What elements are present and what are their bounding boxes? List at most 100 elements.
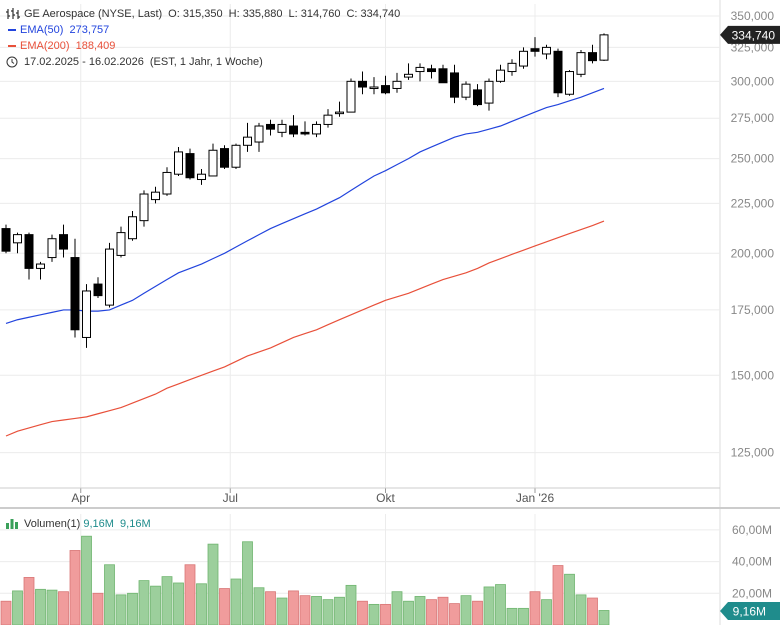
candlestick-series[interactable] [1,33,609,348]
candle[interactable] [323,109,333,128]
volume-bar[interactable] [380,603,391,625]
volume-bar[interactable] [81,535,92,625]
candle[interactable] [565,70,574,96]
candle[interactable] [185,148,195,180]
candle[interactable] [415,63,425,82]
volume-bar[interactable] [587,597,598,625]
candle[interactable] [105,242,114,308]
volume-bar[interactable] [449,603,460,625]
candle[interactable] [312,121,321,138]
candle[interactable] [13,232,22,254]
volume-bar[interactable] [391,591,403,625]
candle[interactable] [427,64,436,79]
candle[interactable] [24,232,34,280]
candle[interactable] [254,122,264,152]
volume-bar[interactable] [575,594,587,625]
candle[interactable] [82,284,91,348]
volume-bar[interactable] [495,584,506,625]
volume-bar[interactable] [529,591,541,625]
candle[interactable] [70,238,80,338]
candle[interactable] [473,84,482,107]
volume-bar[interactable] [437,596,449,625]
volume-bar[interactable] [115,594,127,625]
volume-bar[interactable] [219,588,230,625]
volume-bar[interactable] [288,590,299,625]
candle[interactable] [47,234,57,262]
volume-bar[interactable] [23,577,35,625]
volume-bar[interactable] [104,564,115,625]
candle[interactable] [553,48,563,98]
candle[interactable] [519,47,528,69]
candle[interactable] [404,63,413,80]
volume-bar[interactable] [357,600,368,625]
candle[interactable] [300,121,310,136]
candle[interactable] [599,33,609,61]
candle[interactable] [438,64,448,84]
volume-bar[interactable] [483,586,495,625]
volume-bar[interactable] [207,543,219,625]
volume-bar[interactable] [58,591,69,625]
candle[interactable] [381,75,390,95]
candle[interactable] [530,37,540,57]
volume-series[interactable] [0,535,610,625]
volume-bar[interactable] [564,573,575,625]
candle[interactable] [197,168,206,185]
candle[interactable] [346,78,356,113]
volume-bar[interactable] [368,603,380,625]
volume-bar[interactable] [35,588,46,625]
candle[interactable] [496,64,505,83]
candle[interactable] [392,72,402,93]
candle[interactable] [174,146,183,176]
candle[interactable] [450,64,459,104]
candle[interactable] [484,78,494,111]
candle[interactable] [162,167,172,196]
candle[interactable] [507,59,517,76]
volume-bar[interactable] [541,599,552,625]
volume-bar[interactable] [345,584,357,625]
candle[interactable] [208,143,218,177]
volume-bar[interactable] [299,595,311,625]
volume-bar[interactable] [184,564,196,625]
volume-bar[interactable] [414,596,426,625]
candle[interactable] [289,115,298,138]
volume-bar[interactable] [276,597,288,625]
candle[interactable] [243,122,252,152]
candle[interactable] [36,261,45,280]
volume-bar[interactable] [322,599,334,625]
volume-bar[interactable] [69,550,81,625]
volume-bar[interactable] [518,607,529,625]
volume-bar[interactable] [92,592,104,625]
candle[interactable] [220,145,229,169]
candle[interactable] [461,81,471,101]
candle[interactable] [335,101,344,117]
volume-bar[interactable] [150,585,161,625]
candle[interactable] [231,143,241,169]
volume-bar[interactable] [472,600,483,625]
candle[interactable] [266,119,275,136]
volume-bar[interactable] [196,583,207,625]
candle[interactable] [588,44,597,64]
candle[interactable] [151,186,160,204]
volume-bar[interactable] [426,599,437,625]
volume-bar[interactable] [230,578,242,625]
volume-bar[interactable] [0,600,12,625]
volume-bar[interactable] [265,591,276,625]
volume-bar[interactable] [138,580,150,625]
volume-bar[interactable] [253,587,265,625]
candle[interactable] [369,77,379,95]
volume-bar[interactable] [552,565,564,625]
volume-bar[interactable] [46,589,58,625]
candle[interactable] [93,277,103,298]
candle[interactable] [128,210,137,241]
volume-bar[interactable] [598,610,610,625]
candle[interactable] [358,71,367,95]
volume-bar[interactable] [127,592,138,625]
volume-bar[interactable] [12,590,23,625]
volume-bar[interactable] [403,600,414,625]
candle[interactable] [542,44,551,60]
volume-bar[interactable] [460,595,472,625]
volume-bar[interactable] [173,582,184,625]
candle[interactable] [277,119,287,138]
candle[interactable] [1,224,11,254]
